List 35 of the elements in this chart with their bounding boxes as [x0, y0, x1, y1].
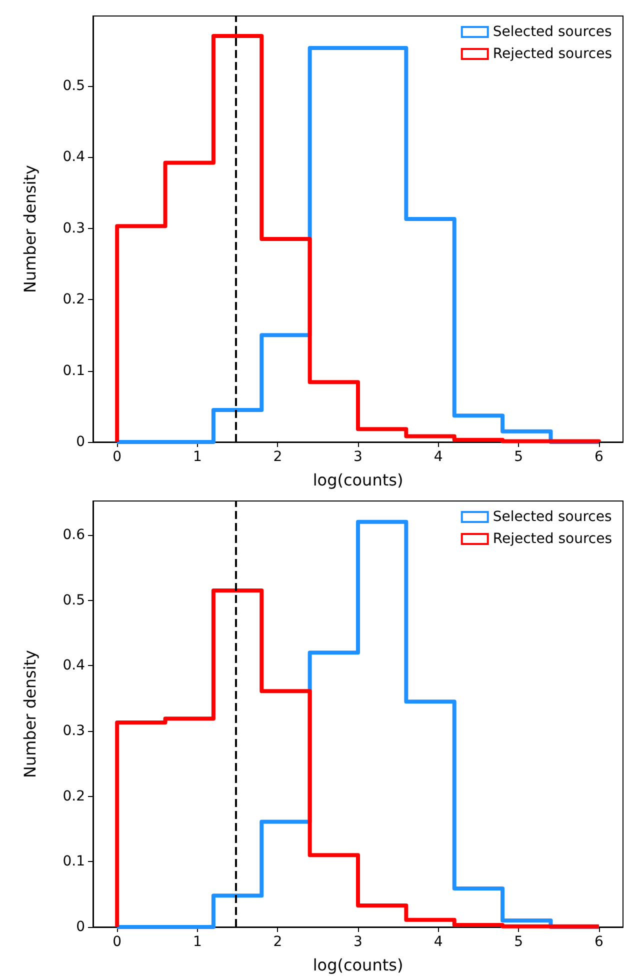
y-tick-label: 0.6: [62, 526, 86, 543]
legend-label: Rejected sources: [492, 531, 612, 547]
x-tick-label: 2: [273, 934, 282, 950]
y-tick-label: 0.3: [62, 722, 85, 739]
y-tick-label: 0.4: [62, 149, 86, 166]
y-axis-title: Number density: [20, 650, 40, 778]
x-tick-label: 1: [192, 934, 202, 950]
legend-label: Rejected sources: [492, 46, 612, 62]
x-tick-label: 4: [434, 449, 443, 465]
y-tick-label: 0.3: [62, 220, 85, 236]
y-axis-title: Number density: [20, 164, 40, 294]
x-tick-label: 4: [434, 934, 443, 950]
x-tick-label: 0: [112, 934, 122, 950]
x-tick-label: 2: [273, 449, 282, 465]
y-tick-label: 0: [76, 434, 85, 450]
legend-label: Selected sources: [492, 24, 612, 40]
x-tick-label: 6: [594, 934, 604, 950]
y-tick-label: 0.5: [62, 592, 85, 608]
x-tick-label: 5: [514, 934, 524, 950]
x-tick-label: 0: [112, 449, 122, 465]
x-axis-title: log(counts): [312, 956, 404, 974]
y-tick-label: 0.1: [62, 854, 85, 870]
y-tick-label: 0: [76, 919, 85, 935]
y-tick-label: 0.2: [62, 292, 85, 308]
y-tick-label: 0.2: [62, 788, 85, 804]
x-tick-label: 6: [594, 449, 604, 465]
x-tick-label: 5: [514, 449, 524, 465]
x-axis-title: log(counts): [312, 470, 404, 490]
x-tick-label: 3: [354, 449, 362, 465]
y-tick-label: 0.5: [62, 78, 85, 94]
x-tick-label: 1: [192, 449, 202, 465]
x-tick-label: 3: [354, 934, 362, 950]
y-tick-label: 0.1: [62, 362, 85, 379]
legend-label: Selected sources: [492, 509, 612, 525]
y-tick-label: 0.4: [62, 658, 86, 674]
